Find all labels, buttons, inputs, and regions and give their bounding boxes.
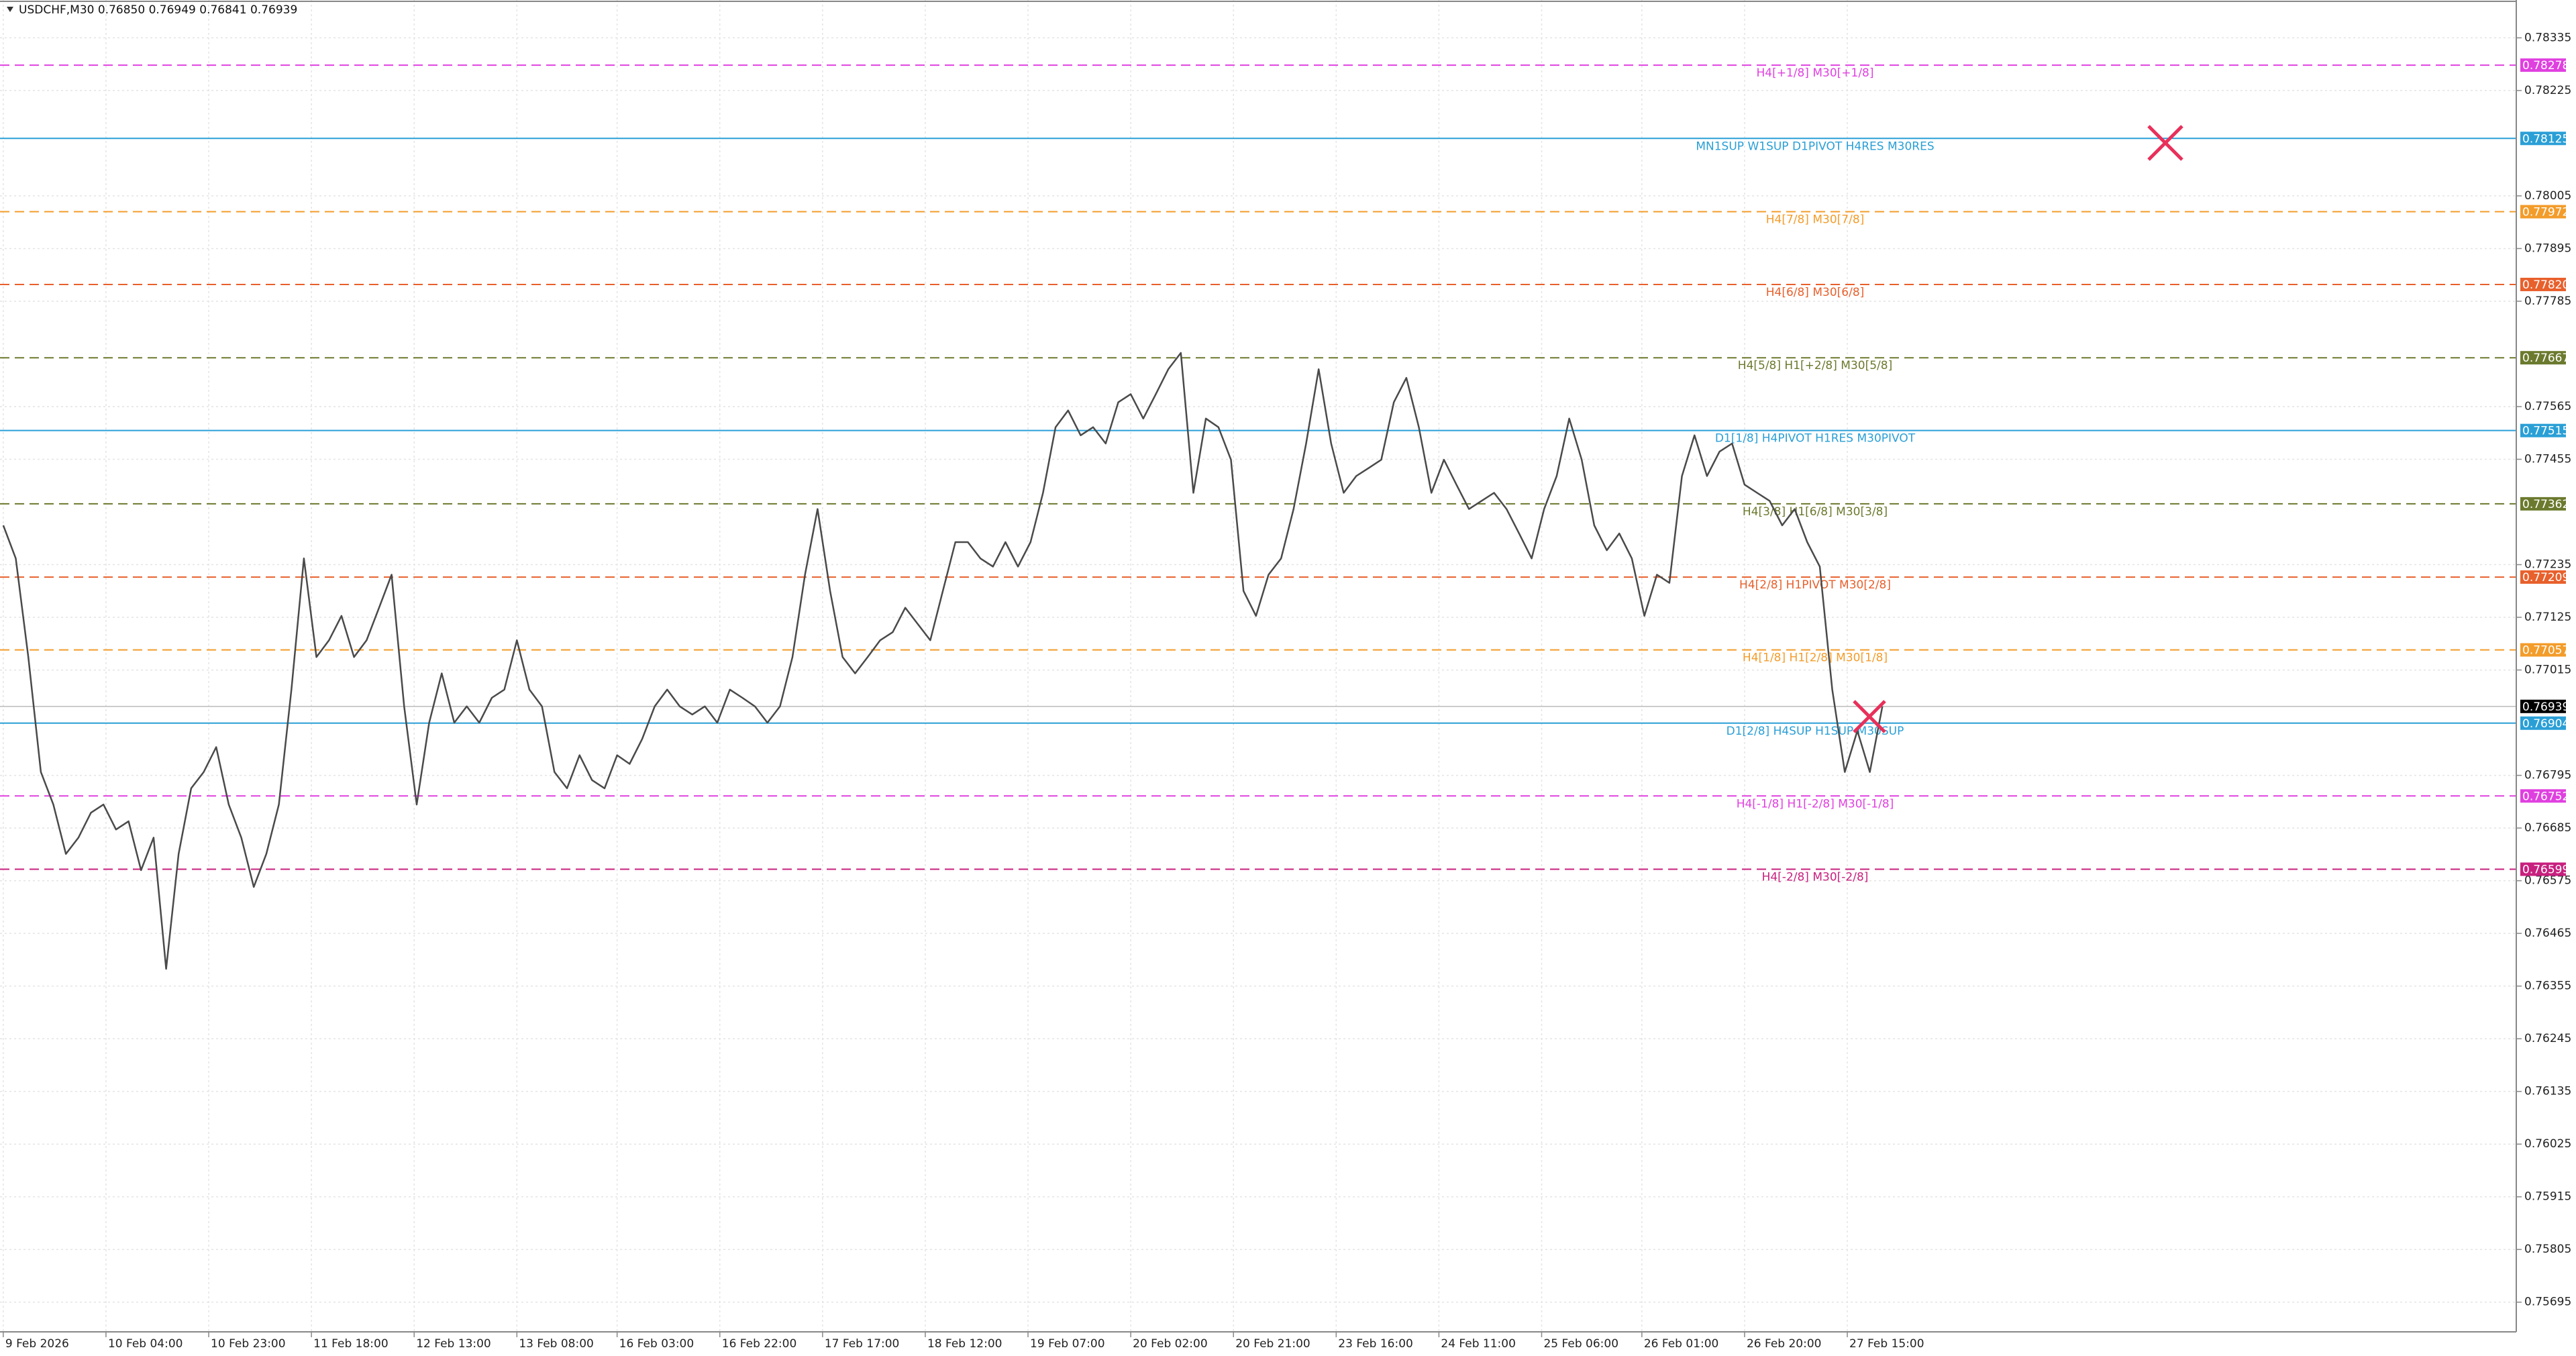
x-tick-label: 27 Feb 15:00 [1849,1337,1924,1351]
y-tick-label: 0.76795 [2524,769,2571,782]
price-tag-label: 0.77209 [2522,571,2569,584]
y-tick-label: 0.76025 [2524,1137,2571,1151]
level-label: D1[1/8] H4PIVOT H1RES M30PIVOT [1715,432,1916,446]
x-tick-label: 10 Feb 04:00 [108,1337,183,1351]
price [2,352,1884,970]
last-price-tag [2520,699,2566,713]
levels: H4[+1/8] M30[+1/8] MN1SUP W1SUP D1PIVOT H… [0,64,2516,884]
price-tag [2520,716,2566,730]
level-label: MN1SUP W1SUP D1PIVOT H4RES M30RES [1696,140,1934,153]
level-label: H4[6/8] M30[6/8] [1766,286,1865,299]
price-tag [2520,205,2566,219]
x-tick-label: 26 Feb 01:00 [1644,1337,1719,1351]
x-tick-label: 16 Feb 03:00 [619,1337,694,1351]
x-tick-label: 16 Feb 22:00 [722,1337,797,1351]
level-label: H4[+1/8] M30[+1/8] [1756,66,1873,80]
y-tick-label: 0.77785 [2524,295,2571,308]
cross-marker [1853,125,2183,733]
menu-arrow[interactable] [7,7,13,12]
cross-stroke [2147,125,2183,161]
price-tag-label: 0.76904 [2522,717,2569,731]
y-tick-label: 0.78225 [2524,84,2571,97]
y-tick-label: 0.77015 [2524,664,2571,677]
y-tick-label: 0.77125 [2524,611,2571,624]
price-tag-label: 0.77820 [2522,278,2569,292]
price-tag-label: 0.77057 [2522,644,2569,658]
price-tag [2520,58,2566,72]
price-tag [2520,862,2566,876]
level-label: H4[7/8] M30[7/8] [1766,213,1865,226]
y-tick-label: 0.76135 [2524,1085,2571,1098]
y-tick-label: 0.75695 [2524,1296,2571,1309]
x-tick-label: 9 Feb 2026 [5,1337,69,1351]
level-label: H4[1/8] H1[2/8] M30[1/8] [1743,651,1888,665]
price-tag-label: 0.77667 [2522,352,2569,365]
price-tag [2520,789,2566,803]
price-tag [2520,277,2566,291]
y-tick-label: 0.75805 [2524,1243,2571,1256]
price-tag-label: 0.77972 [2522,205,2569,219]
price-tag-label: 0.78278 [2522,59,2569,72]
x-tick-label: 19 Feb 07:00 [1030,1337,1105,1351]
y-tick-label: 0.78005 [2524,189,2571,203]
axes: 0.78335 0.78225 0.78005 0.77895 0.77785 0.775… [3,31,2571,1351]
y-tick-label: 0.76355 [2524,980,2571,993]
y-tick-label: 0.77235 [2524,558,2571,572]
y-tick-label: 0.76575 [2524,874,2571,888]
y-tick-label: 0.77565 [2524,400,2571,413]
x-tick-label: 11 Feb 18:00 [313,1337,389,1351]
last-price-label: 0.76939 [2522,700,2569,714]
price-tag [2520,132,2566,146]
price-tag [2520,497,2566,511]
cross-stroke [1853,700,1886,733]
price-tag [2520,643,2566,657]
price-tag-label: 0.76752 [2522,790,2569,803]
y-tick-label: 0.77895 [2524,242,2571,255]
x-tick-label: 17 Feb 17:00 [825,1337,900,1351]
price-tag [2520,570,2566,584]
price-tag [2520,423,2566,437]
level-label: H4[-1/8] H1[-2/8] M30[-1/8] [1737,797,1894,811]
x-tick-label: 13 Feb 08:00 [519,1337,594,1351]
y-tick-label: 0.78335 [2524,31,2571,44]
x-tick-label: 10 Feb 23:00 [211,1337,286,1351]
x-tick-label: 24 Feb 11:00 [1441,1337,1516,1351]
x-tick-label: 23 Feb 16:00 [1338,1337,1413,1351]
x-tick-label: 18 Feb 12:00 [927,1337,1002,1351]
price-tag-label: 0.76599 [2522,863,2569,876]
y-tick-label: 0.75915 [2524,1190,2571,1204]
x-tick-label: 12 Feb 13:00 [416,1337,491,1351]
level-label: H4[5/8] H1[+2/8] M30[5/8] [1738,359,1892,372]
x-tick-label: 20 Feb 21:00 [1235,1337,1310,1351]
level-label: H4[-2/8] M30[-2/8] [1762,870,1869,884]
y-tick-label: 0.76685 [2524,821,2571,835]
price-tag-label: 0.77362 [2522,498,2569,511]
x-tick-label: 26 Feb 20:00 [1747,1337,1822,1351]
y-tick-label: 0.77455 [2524,453,2571,466]
price-tag [2520,351,2566,365]
grid [0,0,2516,1332]
price-tag-label: 0.78125 [2522,132,2569,146]
price-tag-label: 0.77515 [2522,425,2569,438]
y-tick-label: 0.76465 [2524,927,2571,940]
level-label: H4[2/8] H1PIVOT M30[2/8] [1739,578,1891,592]
x-tick-label: 25 Feb 06:00 [1543,1337,1618,1351]
x-tick-label: 20 Feb 02:00 [1133,1337,1208,1351]
price-line [2,352,1884,970]
chart-title: USDCHF,M30 0.76850 0.76949 0.76841 0.769… [19,3,297,17]
y-tick-label: 0.76245 [2524,1032,2571,1045]
level-label: H4[3/8] H1[6/8] M30[3/8] [1743,505,1888,519]
